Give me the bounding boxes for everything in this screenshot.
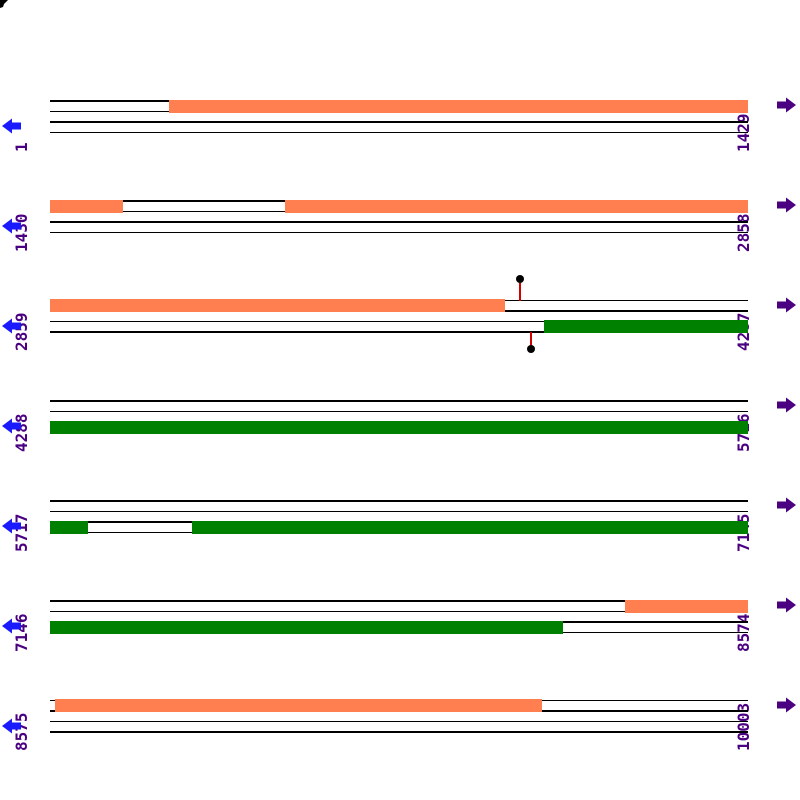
left-continuation-arrow-icon[interactable] bbox=[1, 417, 23, 435]
left-continuation-arrow-icon[interactable] bbox=[1, 217, 23, 235]
strand-line bbox=[50, 410, 748, 412]
right-continuation-arrow-icon[interactable] bbox=[775, 596, 797, 614]
left-continuation-arrow-icon[interactable] bbox=[1, 117, 23, 135]
feature-bar[interactable] bbox=[625, 599, 748, 613]
feature-bar[interactable] bbox=[192, 520, 748, 534]
strand-line bbox=[50, 331, 748, 333]
strand-line bbox=[50, 231, 748, 233]
left-continuation-arrow-icon[interactable] bbox=[1, 617, 23, 635]
feature-bar[interactable] bbox=[50, 420, 748, 434]
feature-bar[interactable] bbox=[544, 320, 748, 333]
left-continuation-arrow-icon[interactable] bbox=[1, 317, 23, 335]
feature-bar[interactable] bbox=[285, 199, 748, 213]
strand-line bbox=[50, 600, 748, 602]
right-continuation-arrow-icon[interactable] bbox=[775, 96, 797, 114]
marker-dot bbox=[527, 345, 535, 353]
right-continuation-arrow-icon[interactable] bbox=[775, 296, 797, 314]
left-continuation-arrow-icon[interactable] bbox=[1, 517, 23, 535]
strand-line bbox=[50, 320, 748, 322]
strand-line bbox=[50, 400, 748, 402]
strand-line bbox=[50, 731, 748, 733]
right-continuation-arrow-icon[interactable] bbox=[775, 496, 797, 514]
right-continuation-arrow-icon[interactable] bbox=[775, 196, 797, 214]
feature-bar[interactable] bbox=[50, 620, 563, 634]
feature-bar[interactable] bbox=[50, 520, 88, 534]
strand-line bbox=[50, 610, 748, 612]
corner-mark bbox=[0, 0, 8, 8]
right-continuation-arrow-icon[interactable] bbox=[775, 696, 797, 714]
left-continuation-arrow-icon[interactable] bbox=[1, 717, 23, 735]
feature-bar[interactable] bbox=[169, 99, 748, 113]
strand-line bbox=[50, 500, 748, 502]
strand-line bbox=[50, 720, 748, 722]
marker-stem bbox=[519, 282, 521, 301]
feature-bar[interactable] bbox=[55, 699, 542, 712]
feature-bar[interactable] bbox=[50, 299, 505, 312]
marker-dot bbox=[516, 274, 524, 283]
strand-line bbox=[50, 131, 748, 133]
strand-line bbox=[50, 510, 748, 512]
strand-line bbox=[50, 221, 748, 223]
right-continuation-arrow-icon[interactable] bbox=[775, 396, 797, 414]
strand-line bbox=[50, 121, 748, 123]
marker-stem bbox=[530, 331, 532, 346]
feature-bar[interactable] bbox=[50, 199, 123, 213]
